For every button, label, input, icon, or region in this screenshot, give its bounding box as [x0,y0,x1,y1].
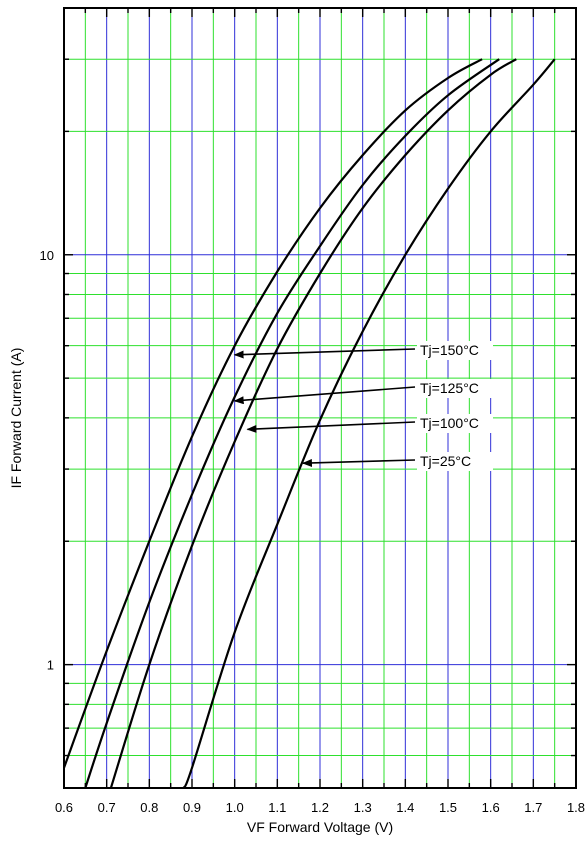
series-line [62,58,483,769]
x-tick-label: 1.5 [439,800,457,815]
x-tick-label: 1.1 [268,800,286,815]
y-tick-label: 10 [40,248,54,263]
annotation-label: Tj=25°C [420,453,471,469]
series-lines [62,58,556,789]
x-tick-label: 1.4 [396,800,414,815]
y-tick-label: 1 [47,658,54,673]
x-axis-title: VF Forward Voltage (V) [247,819,393,835]
x-tick-label: 0.7 [98,800,116,815]
x-tick-label: 1.6 [482,800,500,815]
annotations: Tj=150°C Tj=125°C Tj=100°C Tj=25°C [233,341,493,471]
annotation-arrow [246,421,416,433]
annotation-label-background [417,414,493,433]
annotation-arrow [233,386,416,405]
annotation-label-background [417,379,493,398]
series-line [109,58,517,789]
annotation-arrow [301,458,416,467]
annotation-label: Tj=150°C [420,342,479,358]
axis-ticks [63,8,577,788]
tick-labels: 0.6 0.7 0.8 0.9 1.0 1.1 1.2 1.3 1.4 1.5 1.6 1.7 1.8 1… [40,248,586,815]
x-tick-label: 1.0 [226,800,244,815]
x-tick-label: 0.6 [55,800,73,815]
x-tick-label: 0.8 [140,800,158,815]
series-line [182,58,556,789]
series-line [84,58,500,789]
annotation-label: Tj=125°C [420,380,479,396]
y-axis-title: IF Forward Current (A) [8,348,24,489]
annotation-label-background [417,341,493,360]
x-tick-label: 1.7 [524,800,542,815]
annotation-label-background [417,452,493,471]
x-tick-label: 0.9 [183,800,201,815]
annotation-label: Tj=100°C [420,415,479,431]
x-tick-label: 1.2 [311,800,329,815]
x-tick-label: 1.3 [354,800,372,815]
x-tick-label: 1.8 [567,800,585,815]
grid-lines [64,8,576,788]
annotation-arrow [233,348,416,359]
